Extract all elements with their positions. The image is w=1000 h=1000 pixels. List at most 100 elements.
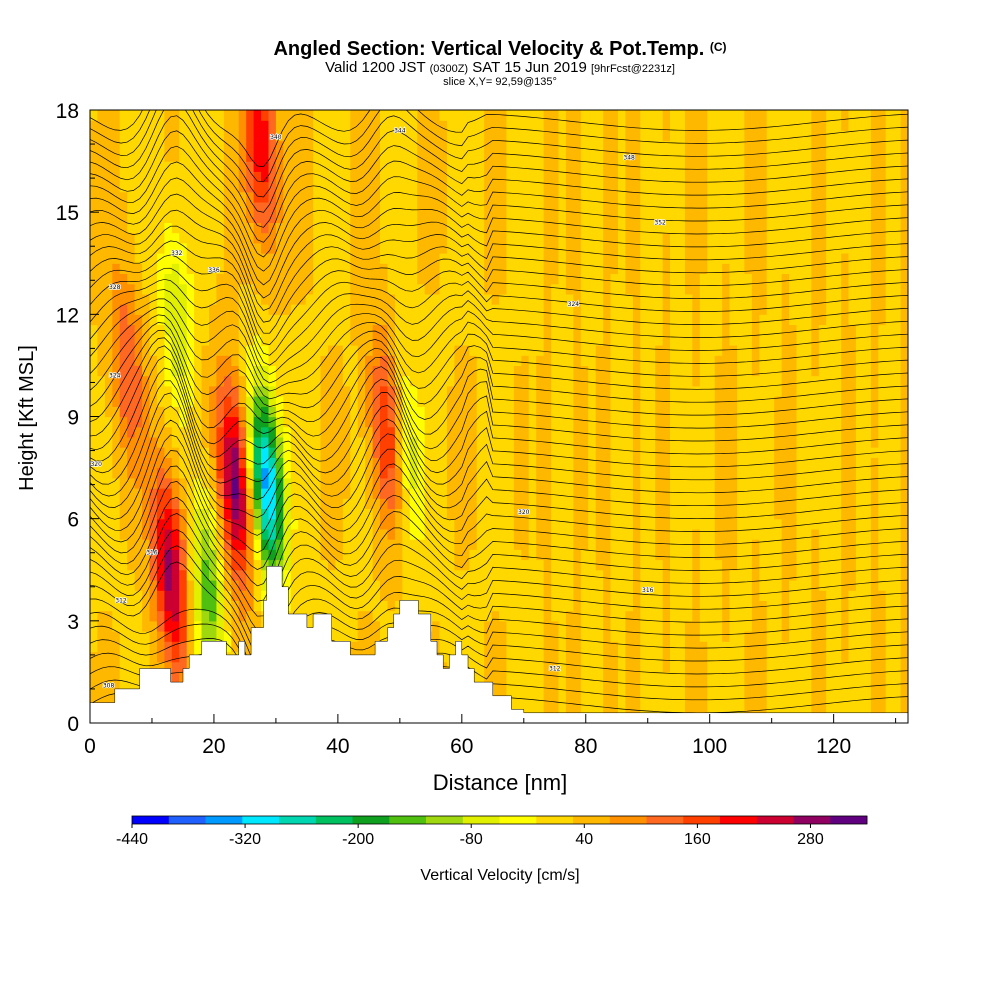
field-cell [766, 345, 775, 356]
field-cell [729, 406, 738, 418]
field-cell [491, 671, 500, 683]
field-cell [759, 702, 768, 714]
field-cell [290, 580, 299, 591]
field-cell [194, 641, 203, 653]
field-cell [253, 355, 262, 366]
field-cell [618, 559, 626, 571]
field-cell [268, 273, 277, 285]
field-cell [499, 304, 507, 315]
field-cell [513, 355, 522, 366]
field-cell [179, 518, 188, 530]
field-cell [209, 600, 217, 612]
field-cell [551, 324, 560, 336]
field-cell [328, 334, 336, 346]
field-cell [521, 324, 530, 336]
field-cell [506, 580, 515, 591]
field-cell [870, 283, 879, 295]
field-cell [365, 600, 374, 612]
field-cell [833, 293, 842, 305]
field-cell [684, 528, 693, 540]
field-cell [893, 631, 902, 642]
field-cell [647, 508, 656, 520]
field-cell [394, 263, 403, 274]
field-cell [491, 324, 500, 336]
field-cell [573, 345, 582, 356]
field-cell [759, 488, 768, 499]
field-cell [707, 467, 716, 479]
field-cell [781, 590, 790, 601]
field-cell [595, 467, 604, 479]
field-cell [446, 569, 455, 581]
field-cell [625, 416, 634, 428]
field-cell [841, 406, 850, 418]
field-cell [424, 447, 433, 458]
field-cell [313, 498, 322, 509]
field-cell [558, 365, 567, 377]
field-cell [870, 355, 879, 366]
field-cell [90, 518, 98, 530]
field-cell [491, 334, 500, 346]
field-cell [536, 283, 545, 295]
field-cell [283, 518, 292, 530]
field-cell [595, 651, 604, 663]
field-cell [350, 498, 359, 509]
field-cell [885, 610, 894, 622]
field-cell [655, 671, 664, 683]
field-cell [290, 508, 299, 520]
field-cell [789, 457, 797, 469]
field-cell [164, 406, 173, 418]
field-cell [580, 692, 589, 704]
field-cell [223, 631, 232, 642]
field-cell [491, 498, 500, 509]
field-cell [722, 314, 731, 326]
field-cell [900, 508, 908, 520]
field-cell [476, 304, 485, 315]
field-cell [885, 263, 894, 274]
field-cell [491, 661, 500, 673]
field-cell [246, 641, 255, 653]
field-cell [335, 273, 344, 285]
field-cell [565, 580, 574, 591]
field-cell [610, 549, 619, 561]
field-cell [647, 365, 656, 377]
field-cell [543, 610, 552, 622]
field-cell [647, 559, 656, 571]
field-cell [528, 518, 537, 530]
field-cell [513, 518, 522, 530]
field-cell [461, 375, 470, 387]
field-cell [722, 569, 731, 581]
field-cell [127, 559, 136, 571]
field-cell [878, 651, 887, 663]
field-cell [513, 365, 522, 377]
field-cell [112, 416, 121, 428]
field-cell [209, 467, 217, 479]
field-cell [402, 559, 411, 571]
field-cell [156, 498, 165, 509]
field-cell [751, 661, 760, 673]
field-cell [833, 304, 842, 315]
field-cell [253, 569, 262, 581]
field-cell [863, 682, 872, 693]
field-cell [499, 671, 507, 683]
field-cell [104, 293, 113, 305]
field-cell [283, 345, 292, 356]
field-cell [647, 620, 656, 632]
field-cell [417, 539, 426, 550]
field-cell [313, 385, 322, 397]
field-cell [231, 375, 240, 387]
field-cell [298, 590, 307, 601]
field-cell [692, 498, 701, 509]
field-cell [521, 580, 530, 591]
field-cell [513, 620, 522, 632]
field-cell [543, 498, 552, 509]
field-cell [342, 549, 351, 561]
field-cell [573, 365, 582, 377]
field-cell [446, 447, 455, 458]
field-cell [699, 436, 708, 448]
field-cell [796, 477, 805, 489]
field-cell [796, 345, 805, 356]
field-cell [142, 488, 151, 499]
field-cell [826, 651, 835, 663]
field-cell [357, 345, 366, 356]
field-cell [357, 600, 366, 612]
